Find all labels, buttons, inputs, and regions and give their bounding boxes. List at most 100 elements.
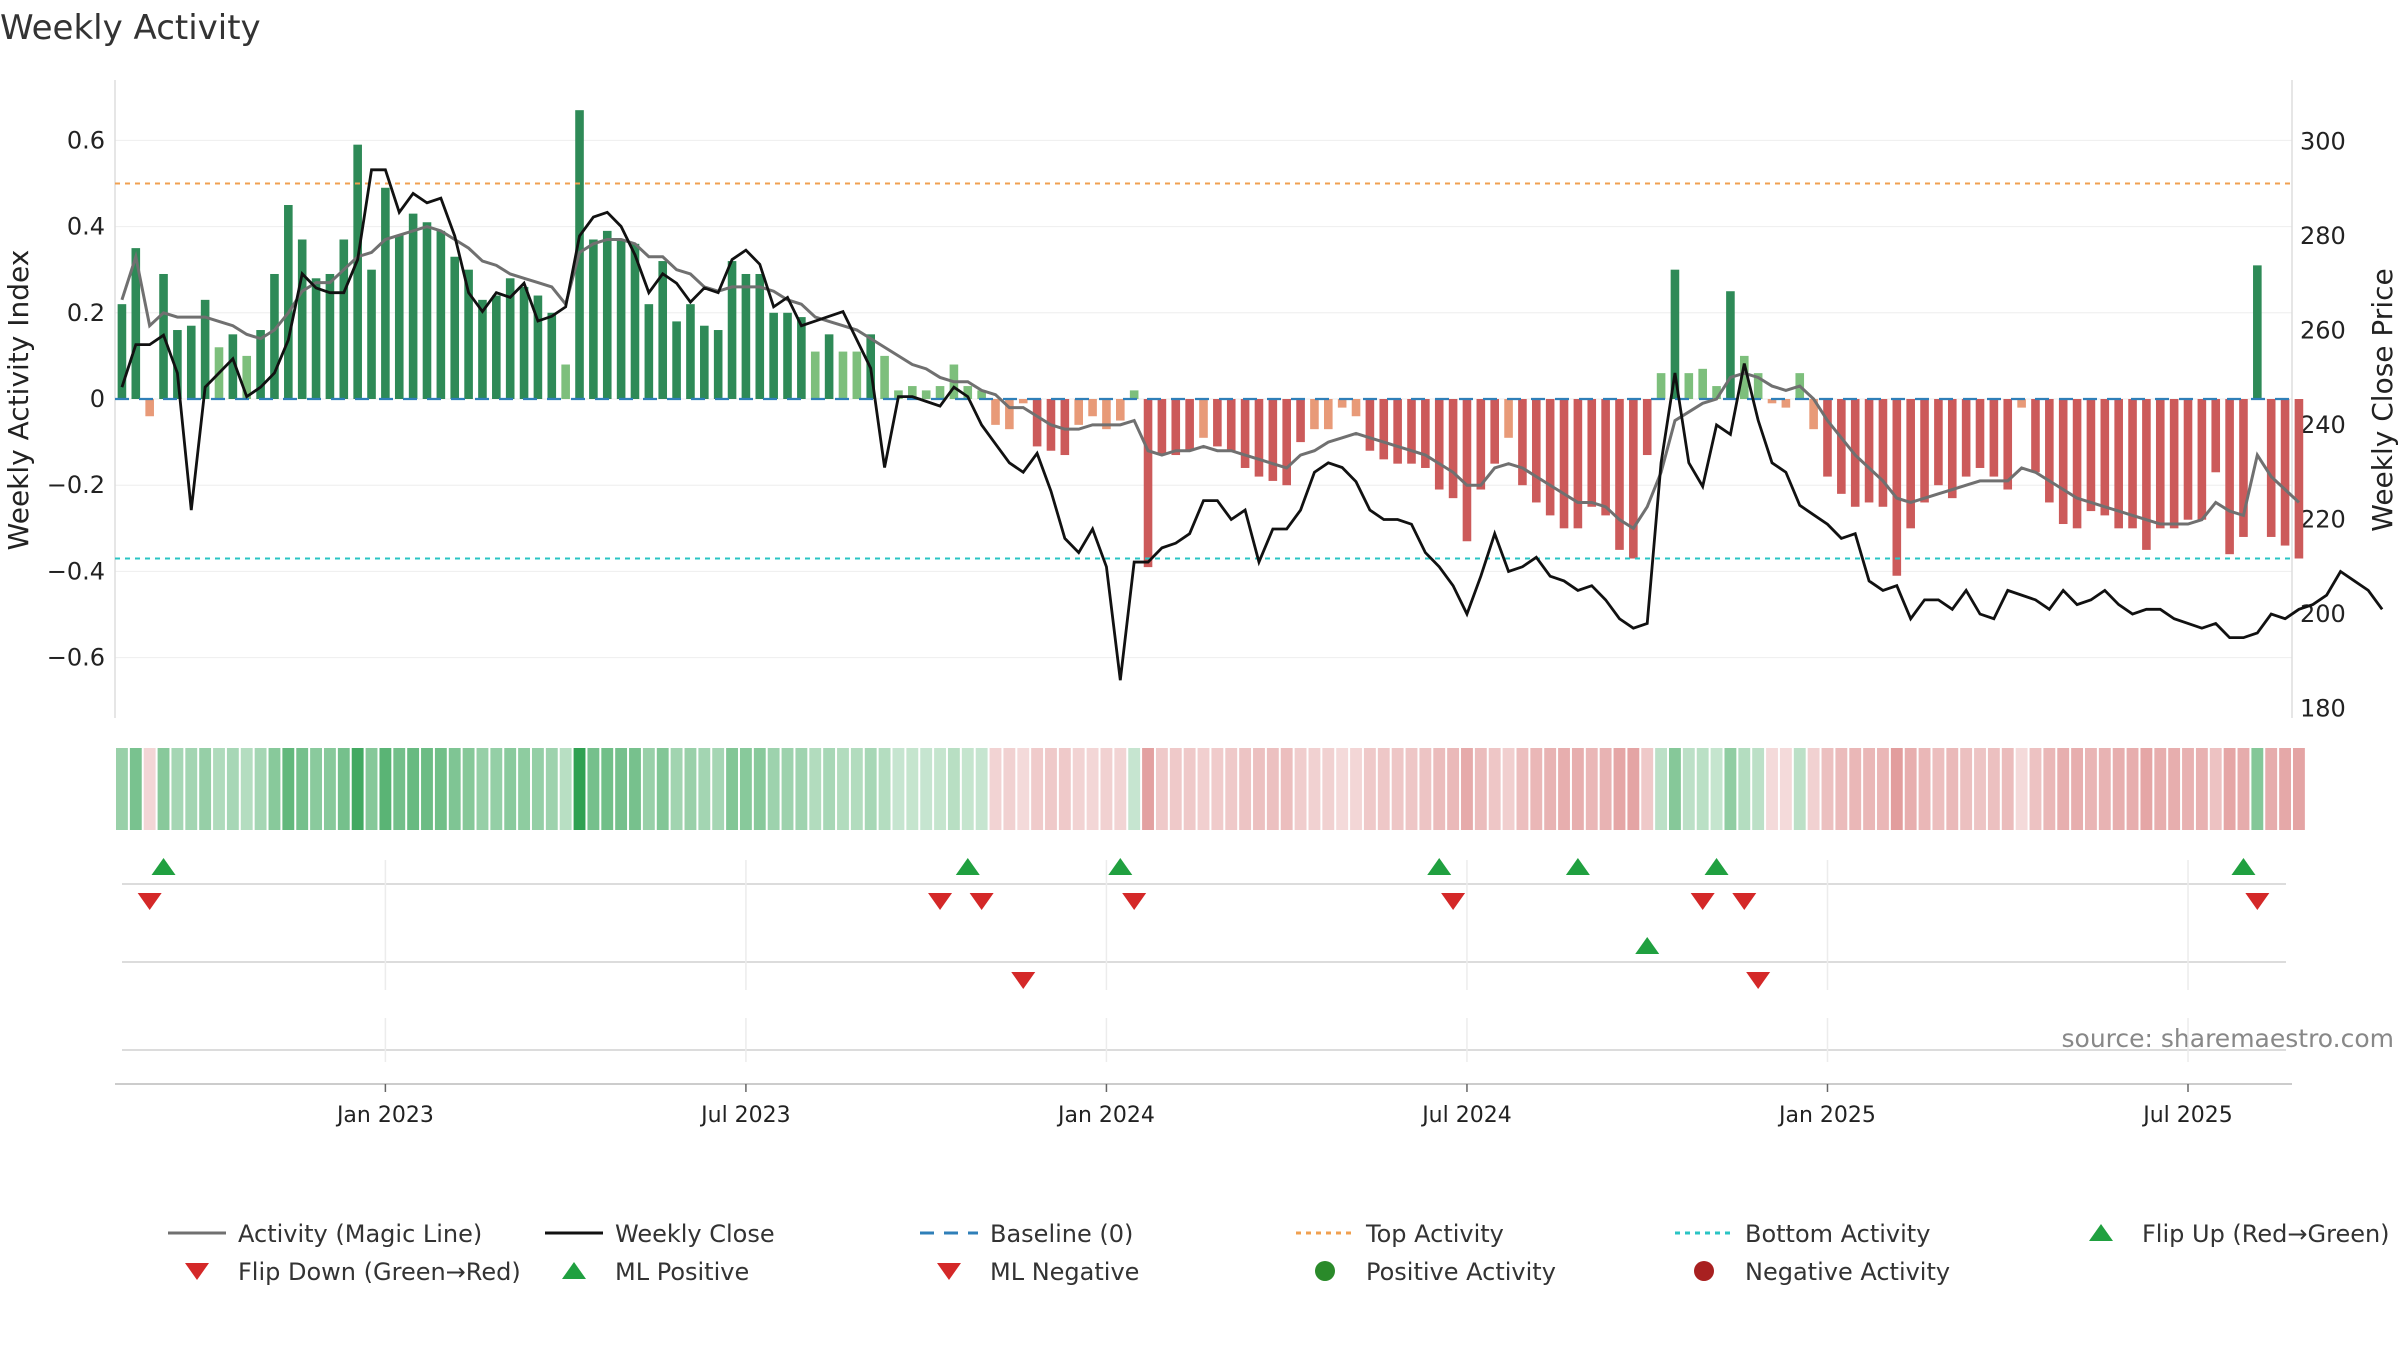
activity-bar — [339, 239, 349, 399]
activity-heat-cell — [1752, 748, 1765, 830]
activity-heat-cell — [615, 748, 628, 830]
activity-heat-cell — [226, 748, 239, 830]
y-left-tick-label: −0.6 — [47, 644, 105, 672]
activity-heat-cell — [1155, 748, 1168, 830]
activity-heat-cell — [1211, 748, 1224, 830]
activity-bar — [1282, 399, 1291, 486]
activity-bar — [242, 355, 252, 399]
activity-heat-cell — [1447, 748, 1460, 830]
activity-heat-cell — [2098, 748, 2111, 830]
activity-bar — [519, 286, 529, 399]
activity-bar — [1531, 399, 1541, 503]
activity-bar — [1518, 399, 1527, 486]
activity-heat-cell — [2293, 748, 2305, 830]
activity-bar — [1947, 399, 1957, 499]
activity-bar — [1961, 399, 1971, 477]
activity-bar — [2155, 399, 2165, 529]
activity-heat-cell — [2182, 748, 2194, 830]
activity-heat-cell — [1516, 748, 1529, 830]
activity-heat-cell — [365, 748, 378, 830]
activity-heat-cell — [1502, 748, 1515, 830]
activity-bar — [173, 330, 182, 399]
flip-up-marker — [2231, 858, 2256, 875]
activity-heat-cell — [1197, 748, 1210, 830]
magic-line — [120, 224, 2300, 531]
flip-down-marker — [2245, 893, 2270, 910]
activity-heat-cell — [2168, 748, 2181, 830]
activity-heat-cell — [199, 748, 212, 830]
activity-bar — [1559, 399, 1569, 529]
activity-bar — [200, 299, 210, 399]
activity-heat-cell — [947, 748, 960, 830]
activity-heat-cell — [1793, 748, 1806, 830]
activity-heat-cell — [1239, 748, 1252, 830]
activity-heat-cell — [323, 748, 336, 830]
activity-bar — [2058, 399, 2068, 525]
activity-heat-cell — [1904, 748, 1917, 830]
activity-bar — [561, 364, 570, 399]
activity-heat-cell — [157, 748, 170, 830]
legend-swatch — [937, 1263, 961, 1280]
activity-bar — [1421, 399, 1430, 468]
legend-label: ML Positive — [615, 1258, 749, 1286]
activity-heat-cell — [1280, 748, 1293, 830]
activity-heat-cell — [462, 748, 475, 830]
activity-bar — [852, 351, 862, 399]
flip-up-marker — [1565, 858, 1590, 875]
activity-heat-cell — [1322, 748, 1335, 830]
activity-bar — [436, 230, 446, 399]
activity-heat-cell — [1918, 748, 1931, 830]
activity-heat-cell — [1045, 748, 1057, 830]
activity-heat-cell — [531, 748, 544, 830]
flip-down-marker — [1732, 893, 1757, 910]
activity-bar — [2142, 399, 2151, 550]
activity-heat-cell — [296, 748, 309, 830]
flip-down-marker — [1441, 893, 1466, 910]
activity-heat-cell — [1627, 748, 1640, 830]
activity-bar — [1226, 399, 1236, 451]
y-left-tick-label: 0 — [90, 385, 105, 413]
activity-bar — [1753, 373, 1763, 399]
activity-bar — [1712, 386, 1721, 399]
activity-heat-cell — [2251, 748, 2264, 830]
activity-heat-cell — [1072, 748, 1085, 830]
activity-heat-cell — [1890, 748, 1903, 830]
watermark: source: sharemaestro.com — [2061, 1024, 2395, 1053]
activity-bar — [450, 256, 460, 399]
activity-bar — [908, 386, 917, 399]
activity-bar — [464, 269, 473, 399]
activity-bar — [1504, 399, 1513, 438]
legend-swatch — [562, 1262, 586, 1279]
activity-bar — [1268, 399, 1278, 481]
activity-bar — [1116, 399, 1125, 421]
activity-heat-cell — [1128, 748, 1141, 830]
flip-up-marker — [151, 858, 176, 875]
ml-positive-marker — [1635, 937, 1660, 954]
activity-bar — [658, 261, 668, 399]
activity-heat-cell — [1336, 748, 1349, 830]
activity-heat-cell — [476, 748, 489, 830]
activity-bar — [2169, 399, 2179, 529]
flip-down-marker — [969, 893, 994, 910]
activity-heat-cell — [989, 748, 1002, 830]
activity-bar — [1407, 399, 1416, 464]
activity-bar — [1587, 399, 1597, 507]
flip-up-marker — [1427, 858, 1452, 875]
activity-heat-cell — [1821, 748, 1834, 830]
y-right-tick-label: 200 — [2300, 600, 2346, 628]
activity-bar — [1615, 399, 1624, 550]
activity-heat-cell — [656, 748, 669, 830]
activity-bar — [755, 273, 765, 399]
activity-bar — [1337, 399, 1347, 408]
activity-bar — [1143, 399, 1153, 568]
activity-heat-cell — [1266, 748, 1279, 830]
activity-bar — [1032, 399, 1042, 447]
activity-bar — [1642, 399, 1652, 456]
activity-bar — [1781, 399, 1791, 408]
activity-bar — [686, 304, 695, 399]
activity-heat-cell — [1058, 748, 1071, 830]
activity-heat-cell — [1114, 748, 1127, 830]
activity-bar — [2017, 399, 2026, 408]
activity-bar — [1989, 399, 1999, 477]
activity-heat-cell — [1142, 748, 1154, 830]
